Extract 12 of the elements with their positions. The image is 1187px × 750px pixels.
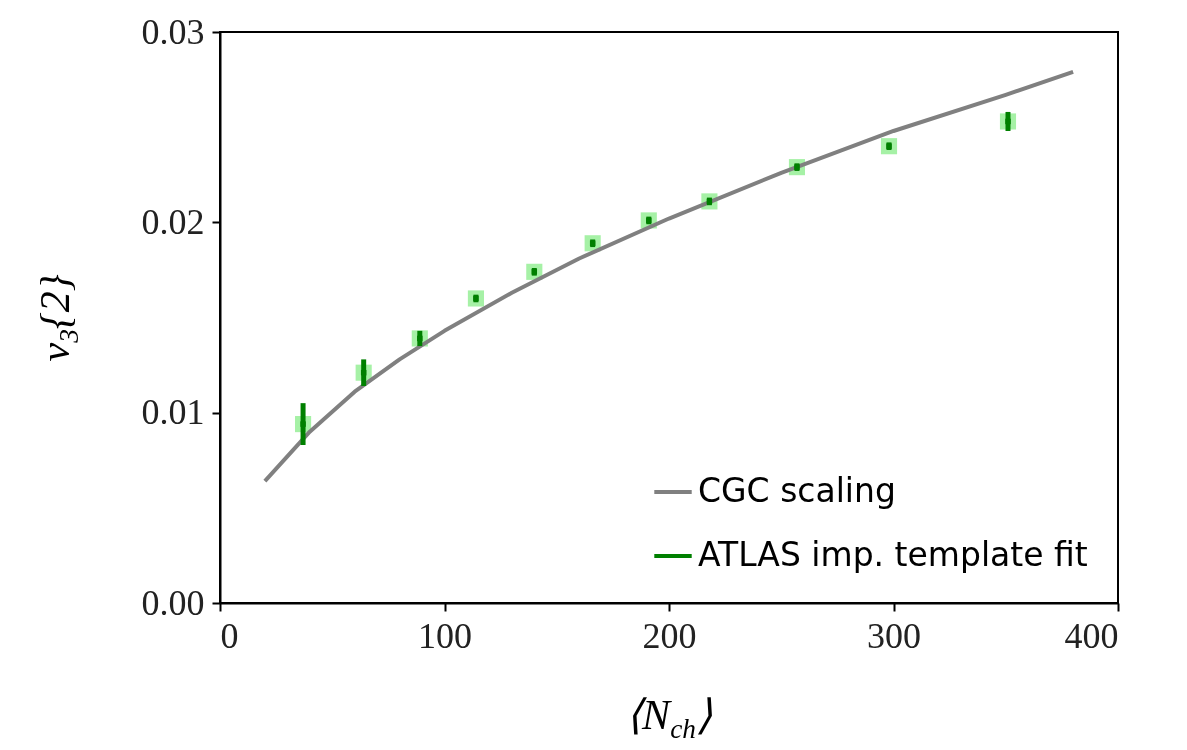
x-tick-label: 100	[418, 615, 472, 656]
x-tick-label: 400	[1064, 615, 1119, 656]
y-tick-label: 0.03	[141, 11, 205, 52]
x-tick-label: 0	[220, 615, 239, 656]
x-tick-label: 200	[642, 615, 697, 656]
x-axis-title: ⟨N$_{ch}$⟩	[626, 691, 712, 746]
y-tick-label: 0.00	[141, 582, 205, 623]
y-tick-label: 0.01	[141, 392, 205, 433]
legend-label: CGC scaling	[698, 471, 896, 510]
legend-label: ATLAS imp. template fit	[698, 535, 1088, 574]
y-tick-label: 0.02	[141, 201, 205, 242]
x-tick-label: 300	[867, 615, 921, 656]
